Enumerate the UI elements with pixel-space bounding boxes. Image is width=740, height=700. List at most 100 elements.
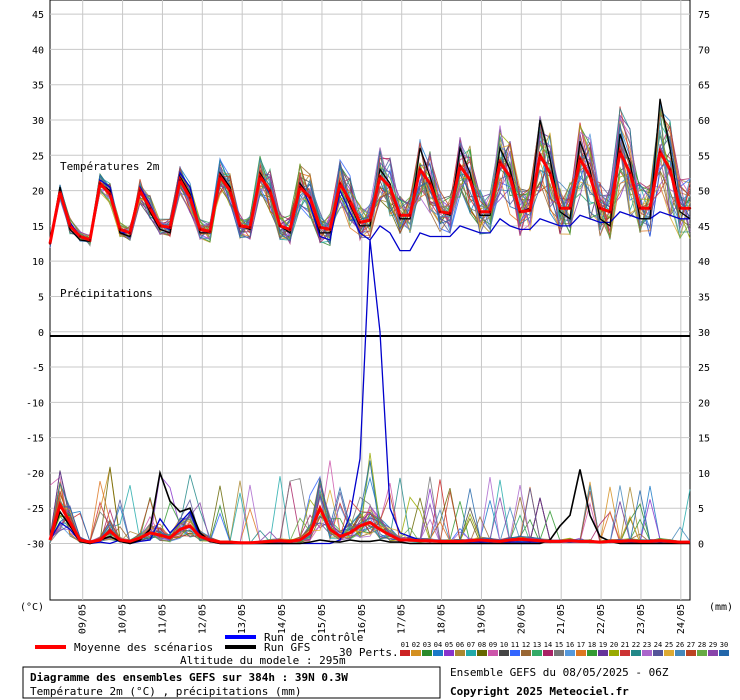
temperature-mean-point (159, 225, 161, 227)
pert-color-swatch (565, 650, 575, 656)
right-tick-label: 25 (698, 363, 710, 374)
x-tick-label: 14/05 (277, 604, 288, 634)
temperature-mean-point (279, 225, 281, 227)
temperature-mean-point (149, 207, 151, 209)
pert-color-swatch (400, 650, 410, 656)
temperature-mean-point (129, 232, 131, 234)
x-tick-label: 15/05 (317, 604, 328, 634)
temperature-mean-point (649, 207, 651, 209)
temperature-mean-point (639, 207, 641, 209)
right-tick-label: 65 (698, 81, 710, 92)
x-tick-label: 20/05 (516, 604, 527, 634)
pert-color-swatch (675, 650, 685, 656)
x-tick-label: 12/05 (197, 604, 208, 634)
temperature-mean-point (629, 172, 631, 174)
pert-number: 13 (533, 641, 541, 649)
right-tick-label: 5 (698, 504, 704, 515)
temperature-mean-point (539, 154, 541, 156)
temperature-mean-point (229, 189, 231, 191)
x-tick-label: 11/05 (157, 604, 168, 634)
x-tick-label: 13/05 (237, 604, 248, 634)
pert-number: 25 (665, 641, 673, 649)
pert-color-swatch (488, 650, 498, 656)
legend-perts-label: 30 Perts. (339, 646, 399, 659)
pert-color-swatch (455, 650, 465, 656)
temperature-mean-point (169, 226, 171, 228)
pert-color-swatch (576, 650, 586, 656)
temperature-mean-point (479, 211, 481, 213)
pert-color-swatch (411, 650, 421, 656)
pert-number: 05 (445, 641, 453, 649)
pert-color-swatch (664, 650, 674, 656)
temperature-mean-point (119, 228, 121, 230)
right-tick-label: 10 (698, 469, 710, 480)
left-tick-label: 20 (32, 187, 44, 198)
x-tick-label: 17/05 (397, 604, 408, 634)
temperature-mean-point (319, 226, 321, 228)
temperature-mean-point (259, 175, 261, 177)
x-tick-label: 22/05 (596, 604, 607, 634)
pert-color-swatch (719, 650, 729, 656)
x-tick-label: 18/05 (437, 604, 448, 634)
temperature-mean-point (329, 228, 331, 230)
temperature-mean-point (619, 151, 621, 153)
pert-number: 11 (511, 641, 519, 649)
pert-number: 18 (588, 641, 596, 649)
right-tick-label: 35 (698, 292, 710, 303)
temperature-mean-point (239, 225, 241, 227)
left-tick-label: 5 (38, 292, 44, 303)
legend-mean-label: Moyenne des scénarios (74, 641, 213, 654)
temperature-mean-point (409, 214, 411, 216)
pert-color-swatch (587, 650, 597, 656)
right-tick-label: 70 (698, 45, 710, 56)
pert-color-swatch (653, 650, 663, 656)
pert-color-swatch (554, 650, 564, 656)
pert-number: 23 (643, 641, 651, 649)
pert-number: 12 (522, 641, 530, 649)
temperature-mean-point (309, 196, 311, 198)
left-tick-label: 35 (32, 81, 44, 92)
pert-color-swatch (642, 650, 652, 656)
pert-number: 29 (709, 641, 717, 649)
left-tick-label: -10 (26, 398, 44, 409)
pert-color-swatch (499, 650, 509, 656)
pert-number: 28 (698, 641, 706, 649)
temperature-mean-point (209, 230, 211, 232)
pert-number: 01 (401, 641, 409, 649)
left-tick-label: 15 (32, 222, 44, 233)
temperature-mean-point (379, 175, 381, 177)
copyright: Copyright 2025 Meteociel.fr (450, 685, 629, 698)
pert-color-swatch (543, 650, 553, 656)
temperature-mean-point (599, 207, 601, 209)
temperature-mean-point (99, 182, 101, 184)
pert-color-swatch (466, 650, 476, 656)
pert-number: 30 (720, 641, 728, 649)
pert-number: 26 (676, 641, 684, 649)
pert-color-swatch (422, 650, 432, 656)
temperature-section-label: Températures 2m (60, 160, 160, 173)
left-tick-label: 10 (32, 257, 44, 268)
temperature-mean-point (109, 193, 111, 195)
temperature-mean-point (339, 182, 341, 184)
temperature-mean-point (69, 225, 71, 227)
temperature-mean-point (289, 228, 291, 230)
temperature-mean-point (349, 200, 351, 202)
temperature-mean-point (249, 226, 251, 228)
pert-number: 06 (456, 641, 464, 649)
pert-number: 10 (500, 641, 508, 649)
temperature-mean-point (689, 207, 691, 209)
x-tick-label: 19/05 (476, 604, 487, 634)
temperature-mean-point (369, 219, 371, 221)
pert-color-swatch (697, 650, 707, 656)
left-tick-label: -30 (26, 540, 44, 551)
temperature-mean-point (399, 214, 401, 216)
temperature-mean-point (299, 186, 301, 188)
temperature-mean-point (519, 211, 521, 213)
right-tick-label: 40 (698, 257, 710, 268)
temperature-mean-point (179, 179, 181, 181)
temperature-mean-point (189, 196, 191, 198)
pert-number: 02 (412, 641, 420, 649)
x-tick-label: 09/05 (78, 604, 89, 634)
temperature-mean-point (449, 212, 451, 214)
pert-number: 22 (632, 641, 640, 649)
